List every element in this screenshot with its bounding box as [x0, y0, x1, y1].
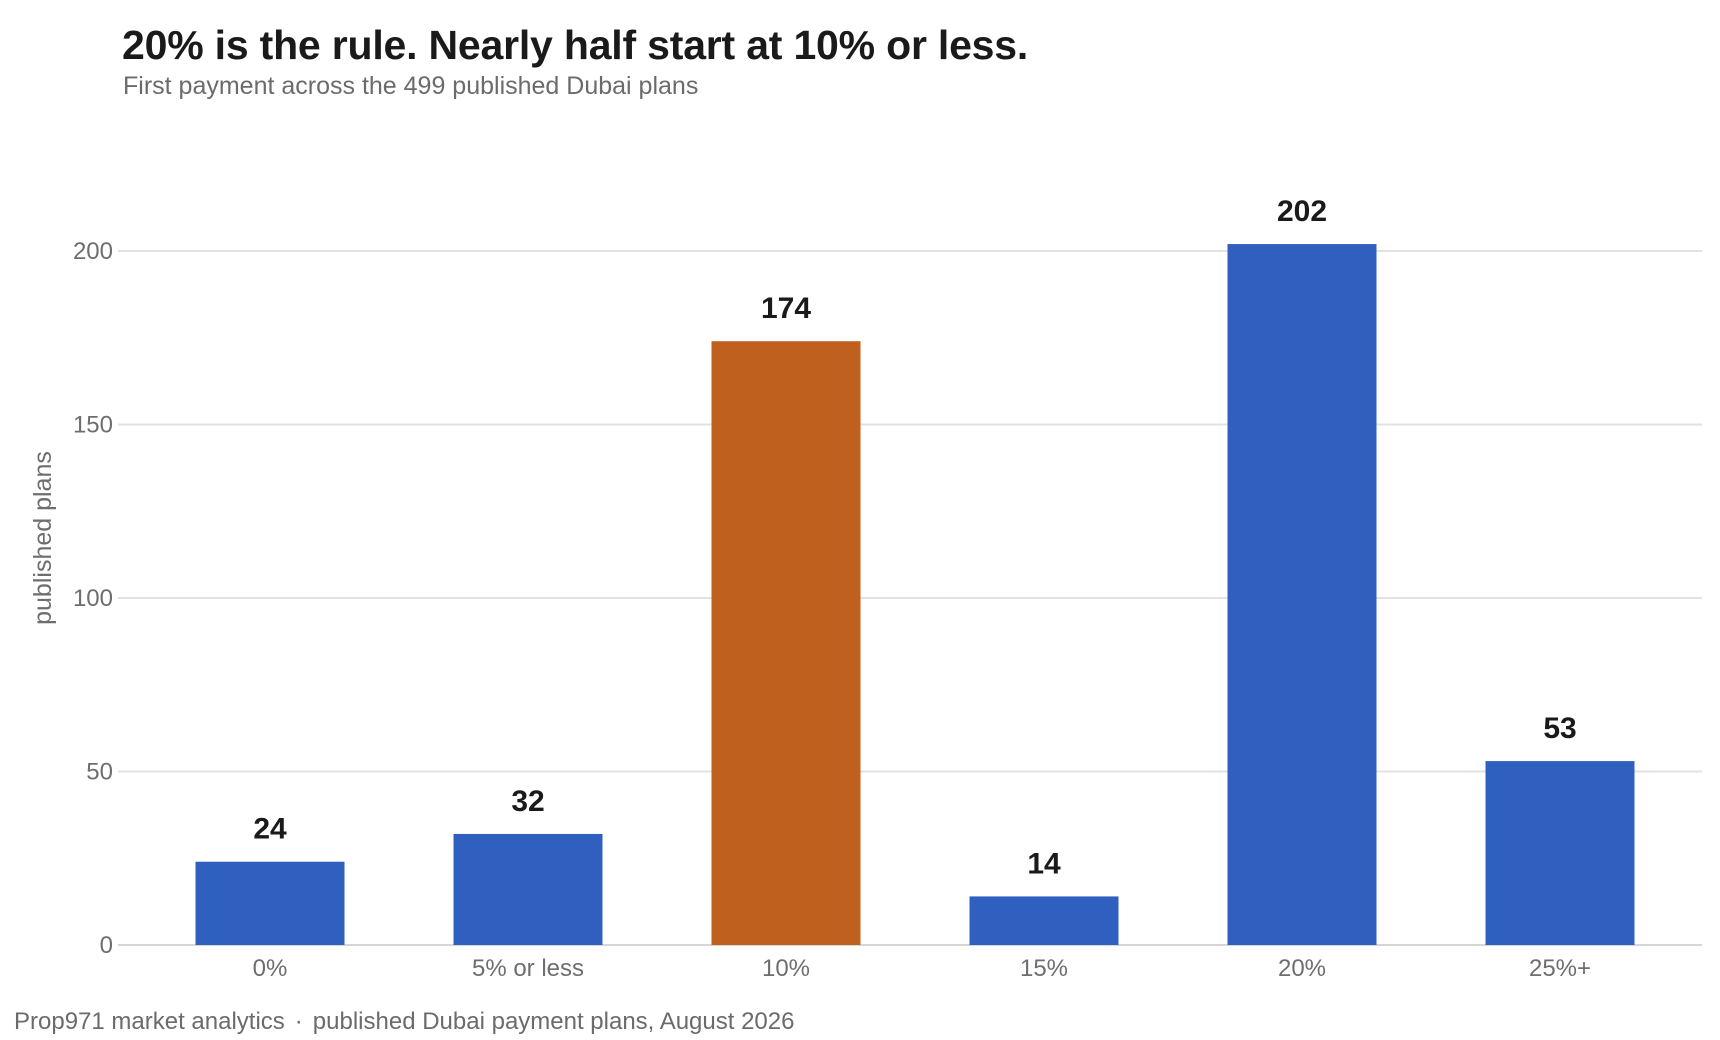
y-tick-label: 200	[73, 238, 113, 265]
x-axis-ticks: 0% 5% or less 10% 15% 20% 25%+	[253, 955, 1591, 982]
y-tick-label: 100	[73, 585, 113, 612]
y-axis-title: published plans	[29, 451, 57, 625]
chart-title: 20% is the rule. Nearly half start at 10…	[122, 22, 1029, 68]
data-label-4: 14	[1027, 847, 1061, 880]
x-tick-label-6: 25%+	[1529, 955, 1591, 982]
bar-2	[453, 833, 603, 945]
footer: Prop971 market analytics · published Dubai…	[14, 1008, 794, 1036]
bar-4	[969, 896, 1119, 945]
bar-chart: 0 50 100 150 200 24 32 174 14 202 53 0% 5% or less…	[29, 195, 1702, 982]
y-tick-label: 50	[86, 759, 113, 786]
x-tick-label-3: 10%	[762, 955, 810, 982]
footer-separator: ·	[294, 1008, 303, 1035]
data-labels: 24 32 174 14 202 53	[253, 195, 1576, 880]
y-tick-label: 150	[73, 412, 113, 439]
x-tick-label-1: 0%	[253, 955, 288, 982]
chart-subtitle: First payment across the 499 published D…	[123, 72, 699, 100]
data-label-6: 53	[1543, 712, 1576, 745]
x-tick-label-5: 20%	[1278, 955, 1326, 982]
x-tick-label-4: 15%	[1020, 955, 1068, 982]
data-label-3: 174	[761, 292, 811, 325]
bar-6	[1485, 761, 1635, 945]
y-axis-ticks: 0 50 100 150 200	[73, 238, 113, 959]
data-label-5: 202	[1277, 195, 1327, 228]
bars	[195, 244, 1635, 946]
data-label-1: 24	[253, 813, 287, 846]
y-tick-label: 0	[100, 932, 113, 959]
data-label-2: 32	[511, 785, 544, 818]
footer-source: Prop971 market analytics	[14, 1008, 285, 1035]
bar-5	[1227, 244, 1377, 945]
x-tick-label-2: 5% or less	[472, 955, 584, 982]
footer-note: published Dubai payment plans, August 20…	[312, 1008, 795, 1035]
bar-3	[711, 341, 861, 946]
gridlines	[118, 250, 1702, 946]
bar-1	[195, 861, 345, 945]
